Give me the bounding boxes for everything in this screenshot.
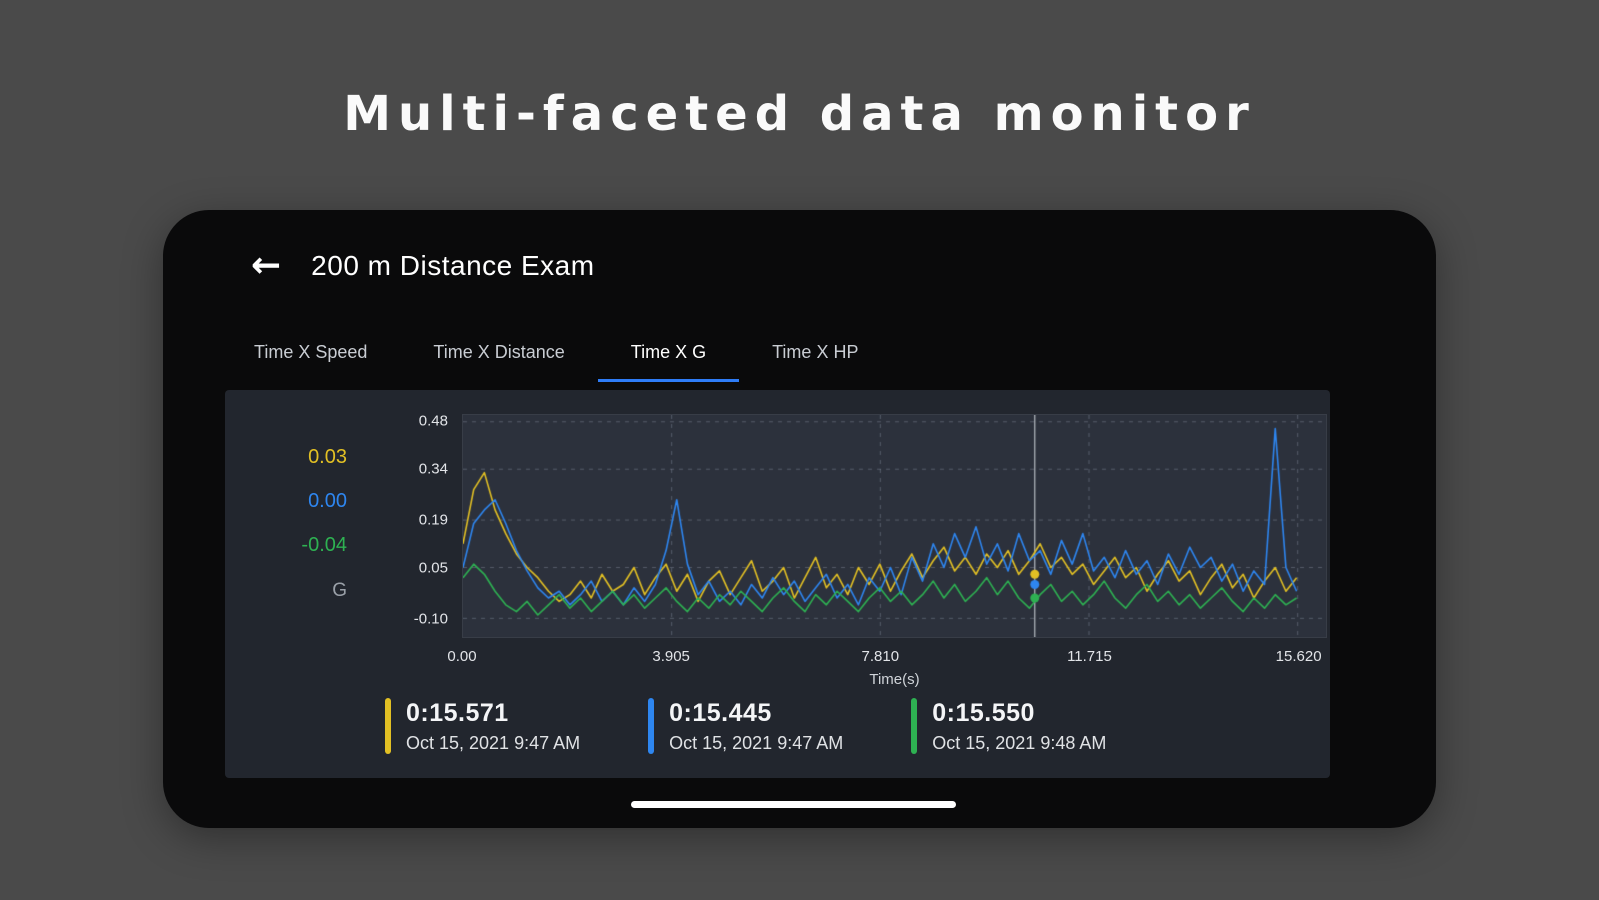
screen-title: 200 m Distance Exam	[311, 250, 595, 281]
chart-panel: 0.03 0.00 -0.04 G 0.48 0.34 0.19 0.05 -0.10 …	[225, 390, 1330, 778]
legend-color-bar	[911, 698, 918, 754]
readout-unit-label: G	[332, 580, 347, 601]
x-tick-label: 3.905	[652, 648, 690, 665]
chart-canvas	[463, 415, 1326, 637]
y-axis-labels: 0.48 0.34 0.19 0.05 -0.10	[375, 412, 460, 638]
x-axis-labels: 0.00 3.905 7.810 11.715 15.620	[447, 642, 1327, 668]
x-tick-label: 7.810	[861, 648, 900, 665]
legend-lap-time: 0:15.550	[932, 698, 1035, 727]
y-tick-label: -0.10	[413, 610, 448, 628]
y-tick-label: 0.48	[418, 412, 448, 430]
tab-time-x-distance[interactable]: Time X Distance	[433, 342, 565, 362]
plot-area[interactable]	[462, 414, 1327, 638]
phone-frame: ← 200 m Distance Exam Time X Speed Time …	[163, 210, 1436, 828]
legend-lap-date: Oct 15, 2021 9:48 AM	[932, 732, 1107, 753]
legend-item-lap1[interactable]: 0:15.571 Oct 15, 2021 9:47 AM	[385, 698, 580, 754]
legend-color-bar	[385, 698, 391, 754]
readout-value-yellow: 0.03	[308, 446, 347, 468]
chart-legend: 0:15.571 Oct 15, 2021 9:47 AM 0:15.445 O…	[385, 698, 1330, 754]
page-title: Multi-faceted data monitor	[343, 86, 1256, 142]
legend-lap-time: 0:15.445	[669, 698, 772, 727]
legend-lap-date: Oct 15, 2021 9:47 AM	[406, 732, 581, 753]
legend-color-bar	[648, 698, 655, 754]
readout-value-blue: 0.00	[308, 490, 347, 512]
home-indicator[interactable]	[630, 801, 956, 808]
legend-lap-date: Oct 15, 2021 9:47 AM	[669, 732, 844, 753]
x-axis-title: Time(s)	[869, 671, 920, 688]
tab-time-x-hp[interactable]: Time X HP	[772, 342, 859, 362]
phone-header: ← 200 m Distance Exam	[251, 248, 595, 284]
tab-time-x-g[interactable]: Time X G	[597, 330, 740, 382]
y-tick-label: 0.34	[418, 460, 448, 478]
back-button[interactable]: ←	[251, 248, 281, 284]
cursor-readout: 0.03 0.00 -0.04 G	[225, 446, 375, 602]
x-tick-label: 0.00	[447, 648, 477, 665]
legend-lap-time: 0:15.571	[406, 698, 509, 727]
legend-item-lap2[interactable]: 0:15.445 Oct 15, 2021 9:47 AM	[648, 698, 843, 754]
back-arrow-icon: ←	[251, 245, 282, 286]
legend-item-lap3[interactable]: 0:15.550 Oct 15, 2021 9:48 AM	[911, 698, 1106, 754]
y-tick-label: 0.05	[418, 559, 448, 577]
x-tick-label: 11.715	[1067, 648, 1112, 665]
x-tick-label: 15.620	[1275, 648, 1322, 665]
tab-bar: Time X Speed Time X Distance Time X G Ti…	[221, 330, 891, 382]
tab-time-x-speed[interactable]: Time X Speed	[254, 342, 368, 362]
y-tick-label: 0.19	[418, 511, 448, 529]
readout-value-green: -0.04	[301, 534, 347, 556]
